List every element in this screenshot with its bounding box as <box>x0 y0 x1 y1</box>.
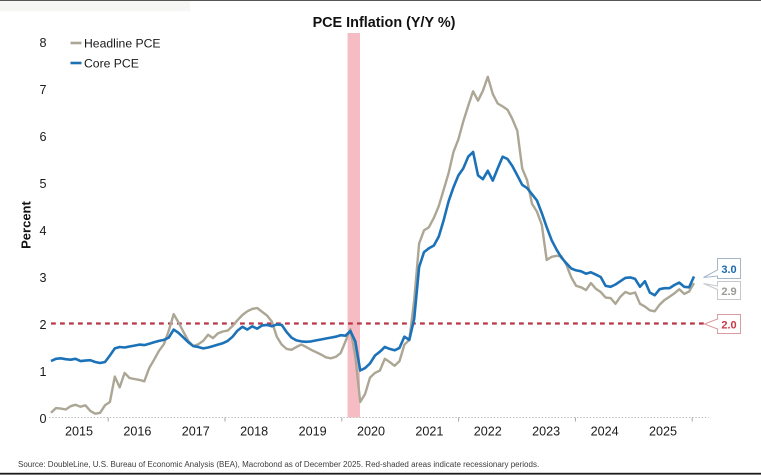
svg-text:2.0: 2.0 <box>721 320 736 332</box>
svg-text:2021: 2021 <box>415 424 443 438</box>
svg-text:2022: 2022 <box>474 424 502 438</box>
svg-text:8: 8 <box>39 36 46 50</box>
svg-text:3: 3 <box>39 271 46 285</box>
svg-text:2024: 2024 <box>591 424 619 438</box>
svg-text:Core PCE: Core PCE <box>84 57 139 71</box>
svg-text:4: 4 <box>39 224 46 238</box>
svg-text:2025: 2025 <box>649 424 677 438</box>
svg-text:1: 1 <box>39 365 46 379</box>
svg-text:0: 0 <box>39 412 46 426</box>
svg-text:7: 7 <box>39 83 46 97</box>
svg-text:2019: 2019 <box>299 424 327 438</box>
svg-text:2.9: 2.9 <box>721 286 736 298</box>
svg-text:Headline PCE: Headline PCE <box>84 37 161 51</box>
svg-text:2017: 2017 <box>182 424 210 438</box>
svg-text:3.0: 3.0 <box>721 264 736 276</box>
svg-text:2018: 2018 <box>240 424 268 438</box>
svg-text:2: 2 <box>39 318 46 332</box>
svg-text:2015: 2015 <box>65 424 93 438</box>
svg-text:6: 6 <box>39 130 46 144</box>
svg-text:Percent: Percent <box>19 200 34 248</box>
svg-text:PCE Inflation (Y/Y %): PCE Inflation (Y/Y %) <box>313 15 456 31</box>
svg-text:Source: DoubleLine, U.S. Burea: Source: DoubleLine, U.S. Bureau of Econo… <box>18 460 539 469</box>
svg-text:2023: 2023 <box>532 424 560 438</box>
svg-text:2016: 2016 <box>123 424 151 438</box>
svg-text:5: 5 <box>39 177 46 191</box>
svg-text:2020: 2020 <box>357 424 385 438</box>
